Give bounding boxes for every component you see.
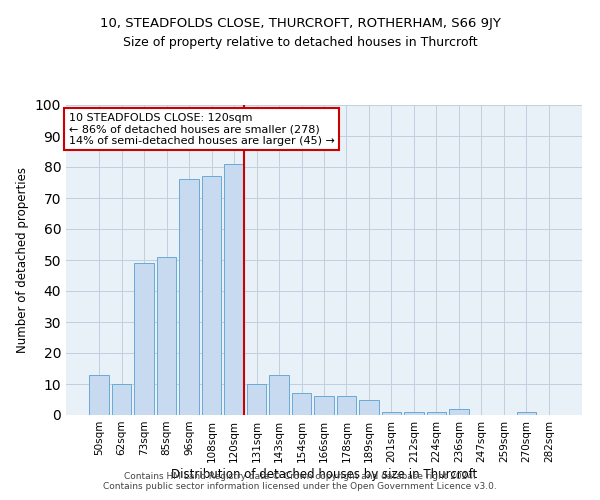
Bar <box>427 412 446 415</box>
Text: 10 STEADFOLDS CLOSE: 120sqm
← 86% of detached houses are smaller (278)
14% of se: 10 STEADFOLDS CLOSE: 120sqm ← 86% of det… <box>68 113 334 146</box>
Bar <box>224 164 244 415</box>
X-axis label: Distribution of detached houses by size in Thurcroft: Distribution of detached houses by size … <box>171 468 477 480</box>
Bar <box>449 409 469 415</box>
Bar <box>157 257 176 415</box>
Bar <box>112 384 131 415</box>
Bar <box>404 412 424 415</box>
Text: Contains HM Land Registry data © Crown copyright and database right 2024.: Contains HM Land Registry data © Crown c… <box>124 472 476 481</box>
Text: Size of property relative to detached houses in Thurcroft: Size of property relative to detached ho… <box>122 36 478 49</box>
Bar <box>314 396 334 415</box>
Text: 10, STEADFOLDS CLOSE, THURCROFT, ROTHERHAM, S66 9JY: 10, STEADFOLDS CLOSE, THURCROFT, ROTHERH… <box>100 18 500 30</box>
Y-axis label: Number of detached properties: Number of detached properties <box>16 167 29 353</box>
Bar <box>382 412 401 415</box>
Bar <box>179 180 199 415</box>
Bar <box>247 384 266 415</box>
Bar <box>337 396 356 415</box>
Bar <box>292 394 311 415</box>
Bar <box>89 374 109 415</box>
Text: Contains public sector information licensed under the Open Government Licence v3: Contains public sector information licen… <box>103 482 497 491</box>
Bar <box>202 176 221 415</box>
Bar <box>269 374 289 415</box>
Bar <box>134 263 154 415</box>
Bar <box>359 400 379 415</box>
Bar <box>517 412 536 415</box>
